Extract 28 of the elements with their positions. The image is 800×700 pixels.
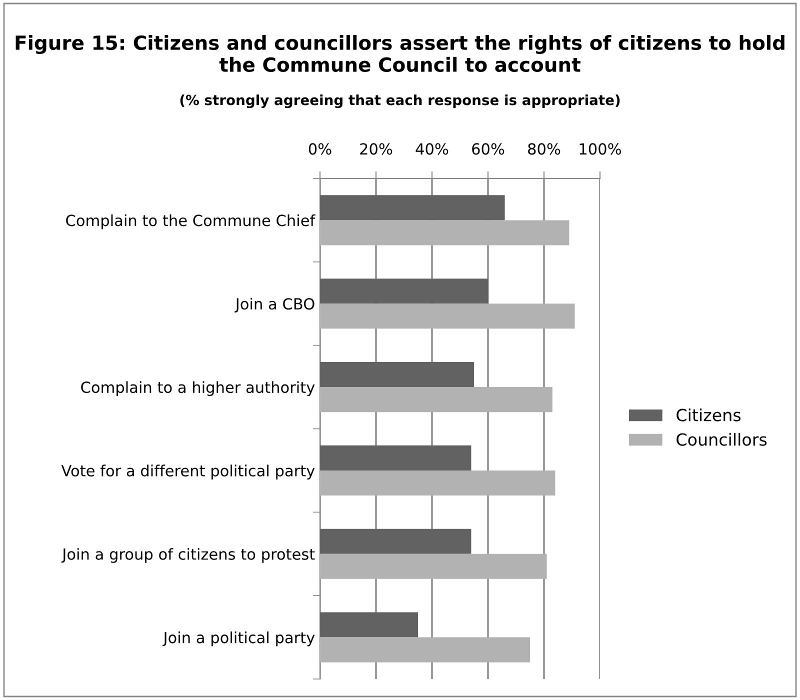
bar [320,362,474,388]
bar [320,528,472,554]
bar [320,387,552,412]
legend-label: Citizens [676,408,741,422]
y-tick-label: Join a CBO [234,298,314,312]
y-tick-label: Join a political party [162,631,315,646]
x-tick-label: 100% [580,143,621,155]
bar [320,304,575,329]
bar [320,220,570,246]
x-tick-label: 60% [472,143,504,155]
y-tick-label: Complain to the Commune Chief [66,214,316,230]
bar [320,445,472,470]
y-tick-label: Vote for a different political party [61,464,315,480]
bar [320,470,556,496]
bar [320,637,530,662]
x-tick-label: 80% [528,143,560,155]
bar [320,278,488,304]
legend-label: Councillors [676,432,767,446]
chart-title: Figure 15: Citizens and councillors assert the rights of citizens to hold the Commune Council to account [16,35,784,72]
bar [320,612,418,638]
chart-subtitle: (% strongly agreeing that each response is appropriate) [180,94,620,108]
y-tick-label: Join a group of citizens to protest [61,548,315,563]
bar [320,195,505,220]
bar [320,554,547,579]
x-tick-label: 0% [308,143,332,155]
x-tick-label: 40% [416,143,448,155]
y-tick-label: Complain to a higher authority [81,381,315,396]
x-tick-label: 20% [360,143,392,155]
